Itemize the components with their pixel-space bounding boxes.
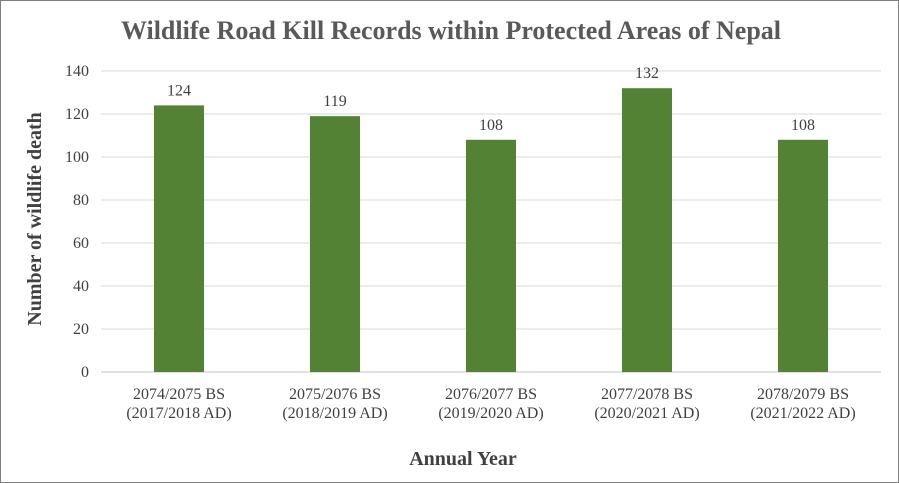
y-tick-label: 140 (65, 63, 89, 80)
x-category-label: 2078/2079 BS (757, 386, 849, 403)
bar (466, 139, 516, 372)
bars (154, 88, 828, 373)
bar (622, 88, 672, 372)
bar (154, 105, 204, 373)
x-category-label: 2077/2078 BS (601, 386, 693, 403)
x-category-label: (2021/2022 AD) (750, 405, 855, 422)
y-tick-label: 60 (73, 235, 89, 252)
x-category-label: (2017/2018 AD) (126, 405, 231, 422)
x-category-label: 2075/2076 BS (289, 386, 381, 403)
x-axis-title: Annual Year (409, 448, 517, 470)
data-label: 119 (323, 93, 346, 110)
data-label: 108 (791, 117, 815, 134)
x-category-label: 2076/2077 BS (445, 386, 537, 403)
x-category-label: (2020/2021 AD) (594, 405, 699, 422)
x-category-label: 2074/2075 BS (133, 386, 225, 403)
y-tick-label: 20 (73, 321, 89, 338)
bar (778, 139, 828, 372)
data-label: 108 (479, 117, 503, 134)
y-tick-label: 120 (65, 106, 89, 123)
y-tick-label: 40 (73, 278, 89, 295)
x-category-label: (2019/2020 AD) (438, 405, 543, 422)
x-axis-categories: 2074/2075 BS (2017/2018 AD) 2075/2076 BS (2… (126, 386, 855, 422)
data-label: 132 (635, 65, 659, 82)
chart-title: Wildlife Road Kill Records within Protec… (121, 16, 781, 45)
y-tick-label: 100 (65, 149, 89, 166)
data-label: 124 (167, 82, 191, 99)
y-axis-ticks: 0 20 40 60 80 100 120 140 (65, 63, 89, 381)
y-axis-title: Number of wildlife death (24, 112, 46, 326)
bar (310, 116, 360, 373)
y-tick-label: 80 (73, 192, 89, 209)
data-labels: 124 119 108 132 108 (167, 65, 815, 134)
x-category-label: (2018/2019 AD) (282, 405, 387, 422)
y-tick-label: 0 (81, 364, 89, 381)
